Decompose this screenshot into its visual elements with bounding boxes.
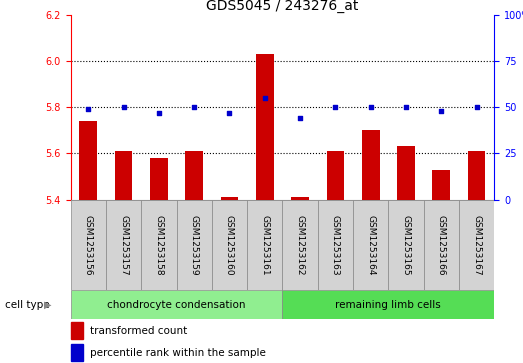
Text: cell type: cell type xyxy=(5,300,50,310)
Bar xyxy=(459,200,494,290)
Bar xyxy=(424,200,459,290)
Bar xyxy=(115,151,132,200)
Text: GSM1253166: GSM1253166 xyxy=(437,215,446,276)
Point xyxy=(155,110,163,115)
Bar xyxy=(256,54,274,200)
Bar xyxy=(71,344,83,361)
Bar xyxy=(317,200,353,290)
Title: GDS5045 / 243276_at: GDS5045 / 243276_at xyxy=(206,0,359,13)
Bar xyxy=(71,322,83,339)
Text: GSM1253157: GSM1253157 xyxy=(119,215,128,276)
Bar xyxy=(221,197,238,200)
Bar xyxy=(185,151,203,200)
Text: transformed count: transformed count xyxy=(89,326,187,336)
Bar xyxy=(326,151,344,200)
Bar xyxy=(468,151,485,200)
Bar xyxy=(212,200,247,290)
Text: GSM1253163: GSM1253163 xyxy=(331,215,340,276)
Bar xyxy=(247,200,282,290)
Bar xyxy=(433,170,450,200)
Bar xyxy=(71,200,106,290)
Text: GSM1253159: GSM1253159 xyxy=(190,215,199,276)
Bar xyxy=(71,290,282,319)
Text: GSM1253161: GSM1253161 xyxy=(260,215,269,276)
Bar xyxy=(176,200,212,290)
Point xyxy=(296,115,304,121)
Point xyxy=(190,104,198,110)
Text: remaining limb cells: remaining limb cells xyxy=(335,300,441,310)
Text: percentile rank within the sample: percentile rank within the sample xyxy=(89,347,266,358)
Point xyxy=(225,110,234,115)
Text: GSM1253158: GSM1253158 xyxy=(154,215,163,276)
Point xyxy=(367,104,375,110)
Bar xyxy=(353,200,388,290)
Text: ▶: ▶ xyxy=(44,300,52,310)
Point xyxy=(437,108,446,114)
Text: GSM1253162: GSM1253162 xyxy=(295,215,304,275)
Point xyxy=(331,104,339,110)
Bar xyxy=(388,200,424,290)
Bar xyxy=(362,130,380,200)
Bar xyxy=(141,200,176,290)
Text: GSM1253160: GSM1253160 xyxy=(225,215,234,276)
Text: GSM1253165: GSM1253165 xyxy=(402,215,411,276)
Point xyxy=(472,104,481,110)
Text: chondrocyte condensation: chondrocyte condensation xyxy=(107,300,246,310)
Bar xyxy=(282,290,494,319)
Bar xyxy=(282,200,317,290)
Bar xyxy=(79,121,97,200)
Point xyxy=(402,104,410,110)
Bar xyxy=(150,158,168,200)
Point xyxy=(260,95,269,101)
Text: GSM1253167: GSM1253167 xyxy=(472,215,481,276)
Text: GSM1253156: GSM1253156 xyxy=(84,215,93,276)
Point xyxy=(119,104,128,110)
Point xyxy=(84,106,93,112)
Bar xyxy=(106,200,141,290)
Text: GSM1253164: GSM1253164 xyxy=(366,215,375,275)
Bar xyxy=(291,197,309,200)
Bar xyxy=(397,146,415,200)
